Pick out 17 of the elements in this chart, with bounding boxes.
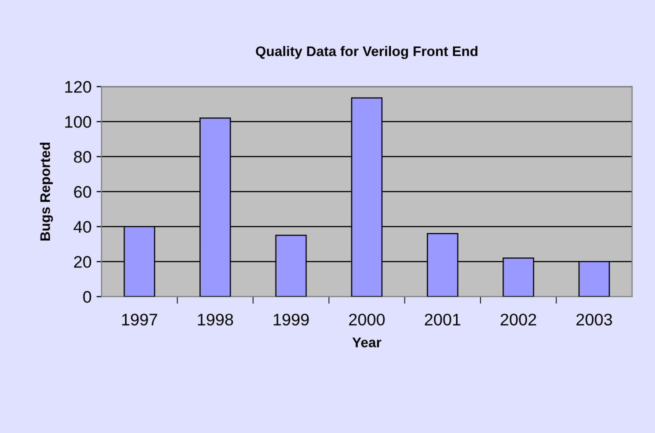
- y-tick-label: 40: [74, 221, 92, 233]
- x-tick-label: 2003: [576, 314, 612, 326]
- x-axis-title: Year: [352, 338, 382, 348]
- y-axis-title: Bugs Reported: [40, 142, 53, 240]
- x-tick-label: 2001: [424, 314, 460, 326]
- y-tick-label: 120: [65, 81, 92, 93]
- x-tick-label: 1997: [122, 314, 158, 326]
- x-tick-label: 2002: [500, 314, 536, 326]
- y-tick-label: 60: [74, 186, 92, 198]
- y-tick-label: 80: [74, 151, 92, 163]
- y-tick-label: 100: [65, 116, 92, 128]
- x-tick-label: 2000: [349, 314, 385, 326]
- x-tick-label: 1998: [198, 314, 234, 326]
- x-tick-label: 1999: [274, 314, 309, 326]
- y-tick-label: 0: [83, 291, 92, 303]
- chart-title: Quality Data for Verilog Front End: [256, 46, 478, 59]
- y-tick-label: 20: [74, 256, 92, 268]
